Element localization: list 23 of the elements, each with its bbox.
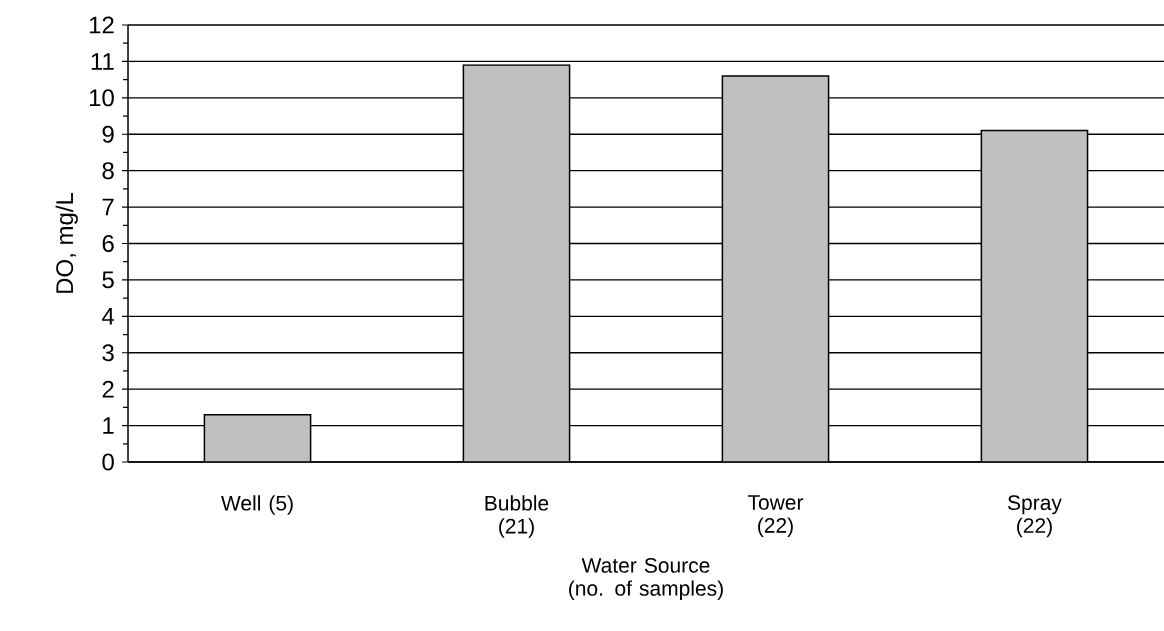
- bar: [980, 129, 1089, 462]
- x-axis-title: Water Source (no. of samples): [569, 557, 723, 600]
- y-tick-label: 7: [102, 198, 114, 216]
- y-tick-label: 2: [102, 380, 114, 398]
- x-tick-label: Tower (22): [747, 495, 804, 537]
- bar: [462, 64, 571, 462]
- y-tick-label: 4: [102, 308, 115, 325]
- y-tick-label: 1: [103, 417, 114, 434]
- y-tick-label: 10: [89, 89, 114, 107]
- y-axis-title: DO, mg/L: [55, 192, 78, 293]
- y-tick-label: 9: [102, 125, 114, 143]
- y-tick-label: 8: [102, 162, 114, 180]
- y-tick-label: 3: [102, 344, 114, 362]
- y-tick-label: 12: [89, 16, 114, 34]
- y-tick-label: 6: [102, 235, 114, 252]
- x-tick-label: Bubble (21): [485, 495, 549, 538]
- x-tick-label: Well (5): [221, 495, 293, 515]
- y-tick-label: 0: [102, 453, 114, 471]
- bar: [721, 75, 830, 462]
- bar: [203, 413, 312, 462]
- y-tick-label: 5: [102, 271, 114, 289]
- y-tick-label: 11: [91, 53, 114, 70]
- x-tick-label: Spray (22): [1007, 495, 1062, 538]
